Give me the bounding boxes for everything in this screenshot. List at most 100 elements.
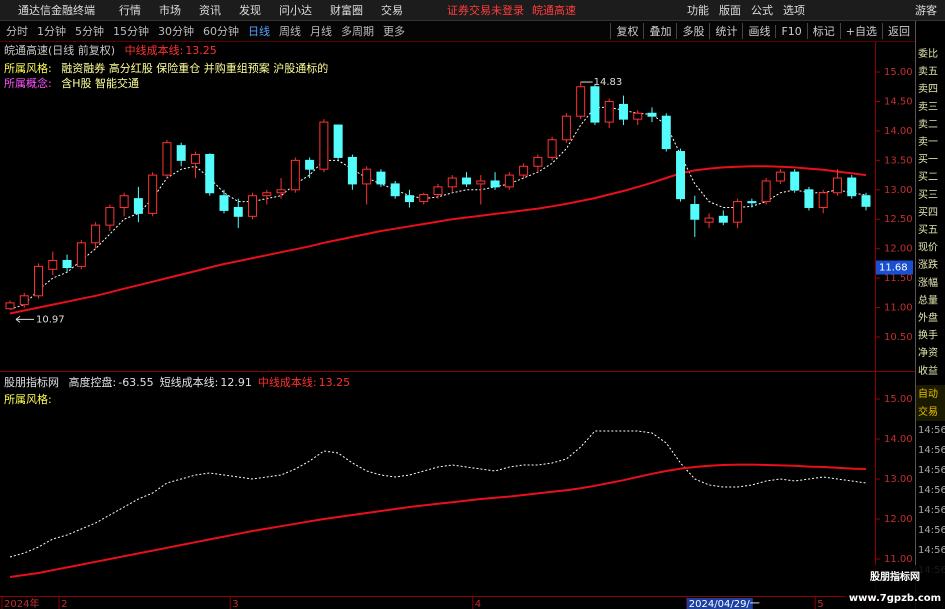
indicator-value: 12.91 [220,376,252,389]
watermark: 股朋指标网 [870,570,920,583]
date-label: 2024年 [4,597,39,609]
period-tab[interactable]: 周线 [279,25,301,38]
menu-right-item[interactable]: 公式 [751,4,773,17]
indicator-label: 中线成本线: [257,376,317,389]
side-time: 14:56 [918,465,945,476]
menu-item[interactable]: 资讯 [199,4,221,17]
candle-body [533,156,543,167]
tool-button[interactable]: 画线 [742,23,775,39]
candle-body [604,100,614,123]
side-label: 买四 [918,206,938,218]
menu-right-item[interactable]: 选项 [783,4,805,17]
menu-right-item[interactable]: 功能 [687,4,709,17]
candle-body [376,171,386,185]
concept-label: 所属概念: [4,77,52,90]
candle-body [91,224,101,244]
stock-title: 皖通高速(日线 前复权) [4,44,116,57]
menu-item[interactable]: 问小达 [279,4,312,17]
tool-button[interactable]: 返回 [882,23,915,39]
date-label: 3 [232,599,238,609]
app-title: 通达信金融终端 [18,4,95,17]
candle-body [861,195,871,207]
menu-bar: 通达信金融终端 行情 市场 资讯 发现 问小达 财富圈 交易 证券交易未登录 皖通高速 功能 版面 公式… [0,0,945,21]
candle-body [618,103,628,120]
candle-body [48,259,58,270]
styles: 融资融券 高分红股 保险重仓 并购重组预案 沪股通标的 [61,62,329,75]
side-label: 卖三 [918,101,938,113]
side-label: 涨幅 [918,276,938,289]
date-label: 2 [61,599,67,609]
y-tick-label: 14.50 [884,96,913,107]
period-tab[interactable]: 1分钟 [37,25,66,38]
menu-item[interactable]: 发现 [239,4,261,17]
period-tab[interactable]: 5分钟 [75,25,104,38]
cost-value: 13.25 [185,44,217,57]
side-label: 委比 [918,47,938,60]
date-label: 5 [817,599,823,609]
period-tab[interactable]: 多周期 [341,25,374,38]
period-tab[interactable]: 60分钟 [203,25,239,38]
candle-body [219,195,229,211]
cursor-price-box [876,260,913,275]
candle-body [676,151,686,200]
period-tab[interactable]: 更多 [383,25,405,38]
y-tick-label: 13.00 [884,185,913,196]
candle-body [775,171,785,182]
menu-right-item[interactable]: 版面 [719,4,741,17]
candle-body [76,242,86,267]
side-time: 14:56 [918,545,945,556]
menu-item[interactable]: 财富圈 [330,4,363,17]
tool-button[interactable]: 复权 [610,23,643,39]
candle-body [290,159,300,191]
candle-body [647,112,657,117]
main-header: 皖通高速(日线 前复权) 中线成本线: 13.25 [4,42,223,58]
y-tick-label: 12.00 [884,244,913,255]
indicator-label: 短线成本线: [159,376,219,389]
period-tab[interactable]: 15分钟 [113,25,149,38]
y-tick-label: 12.00 [884,514,913,525]
candle-body [490,180,500,188]
period-tab[interactable]: 30分钟 [158,25,194,38]
candle-body [333,124,343,158]
candle-body [176,145,186,161]
side-label: 卖五 [918,66,938,78]
candle-body [747,201,757,204]
candle-body [305,159,315,170]
indicator-value: 13.25 [318,376,351,389]
candle-body [818,192,828,208]
date-highlight [686,598,753,609]
indicator-header: 股朋指标网 高度控盘: -63.55 短线成本线: 12.91 中线成本线: 13.25 [4,374,356,390]
status-text: 证券交易未登录 [447,4,524,17]
y-tick-label: 13.50 [884,155,913,166]
tool-button[interactable]: 多股 [676,23,709,39]
period-tab[interactable]: 月线 [310,25,332,38]
tool-button[interactable]: 叠加 [643,23,676,39]
menu-item[interactable]: 市场 [159,4,181,17]
concepts: 含H股 智能交通 [61,77,139,90]
tool-button[interactable]: 标记 [806,23,840,39]
candle-body [661,115,671,150]
candle-body [190,153,200,164]
menu-item[interactable]: 交易 [381,4,403,17]
candle-body [233,206,243,217]
candle-body [761,180,771,203]
user[interactable]: 游客 [915,4,937,17]
concept-row: 所属概念: 含H股 智能交通 [4,75,145,91]
period-tab[interactable]: 分时 [6,25,28,38]
tool-button[interactable]: 统计 [709,23,742,39]
y-tick-label: 10.50 [884,332,913,343]
candle-body [34,265,44,297]
menu-item[interactable]: 行情 [119,4,141,17]
cost-line [9,165,867,315]
candle-body [504,174,514,188]
candle-body [148,174,158,214]
side-label: 涨跌 [918,258,938,271]
y-tick-label: 12.50 [884,214,913,225]
tool-button[interactable]: +自选 [839,23,882,39]
period-tab[interactable]: 日线 [248,25,270,38]
indicator-title: 股朋指标网 [4,376,59,389]
cursor-price: 11.68 [879,263,908,274]
y-tick-label: 15.00 [884,394,913,405]
tool-button[interactable]: F10 [775,24,806,38]
candle-body [162,142,172,176]
